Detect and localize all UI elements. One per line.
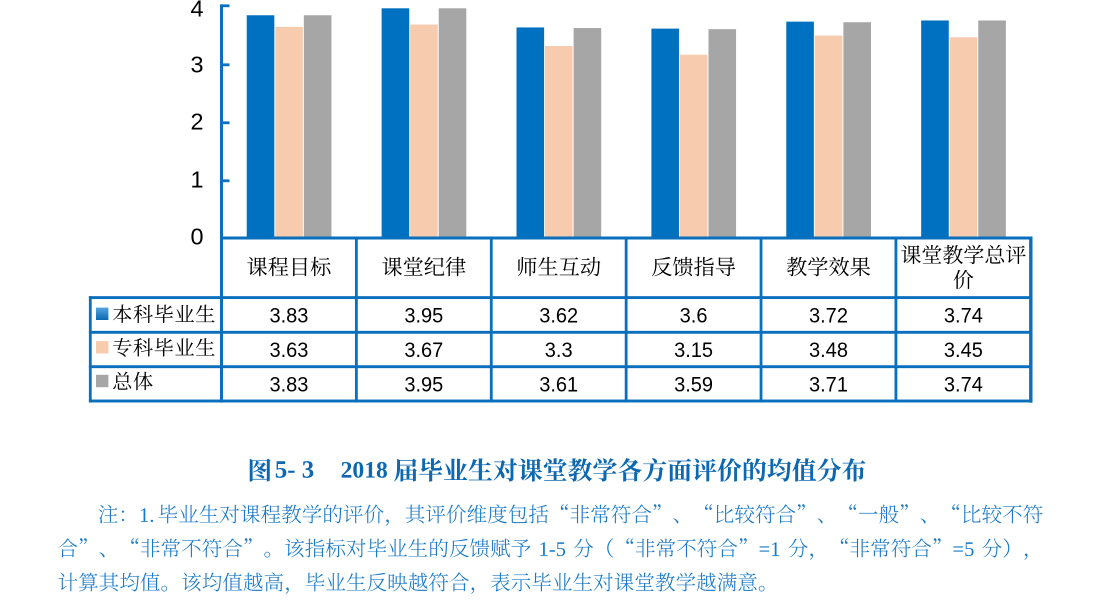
svg-text:3.62: 3.62: [539, 302, 578, 327]
svg-text:3.15: 3.15: [674, 337, 713, 362]
svg-text:3.74: 3.74: [944, 371, 983, 396]
svg-text:3.3: 3.3: [545, 337, 573, 362]
svg-text:3.45: 3.45: [944, 337, 983, 362]
svg-text:3.95: 3.95: [404, 371, 443, 396]
svg-text:3.67: 3.67: [404, 337, 443, 362]
svg-text:3.72: 3.72: [809, 302, 848, 327]
svg-text:3.74: 3.74: [944, 302, 983, 327]
svg-text:3.61: 3.61: [539, 371, 578, 396]
svg-text:3.63: 3.63: [269, 337, 308, 362]
svg-text:3.59: 3.59: [674, 371, 713, 396]
svg-text:3.83: 3.83: [269, 371, 308, 396]
svg-text:0: 0: [190, 224, 203, 250]
svg-text:3: 3: [190, 52, 203, 78]
svg-text:1: 1: [190, 166, 203, 192]
svg-text:2: 2: [190, 109, 203, 135]
svg-text:3.6: 3.6: [680, 302, 708, 327]
svg-text:3.83: 3.83: [269, 302, 308, 327]
svg-text:3.48: 3.48: [809, 337, 848, 362]
svg-text:4: 4: [190, 0, 203, 22]
svg-text:3.71: 3.71: [809, 371, 848, 396]
svg-text:3.95: 3.95: [404, 302, 443, 327]
